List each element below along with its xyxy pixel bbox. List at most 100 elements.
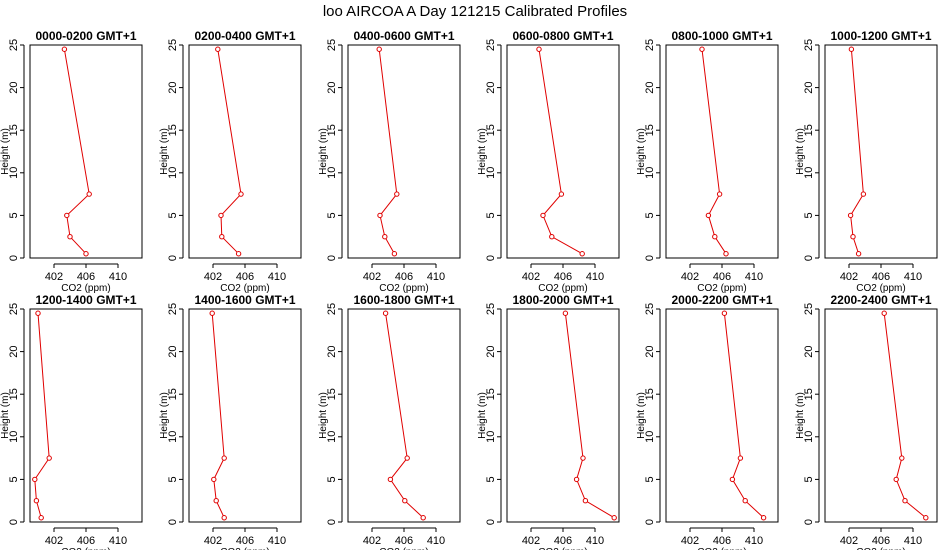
x-tick-label: 410 <box>904 271 922 283</box>
x-tick-label: 410 <box>109 271 127 283</box>
data-point <box>723 251 729 257</box>
x-tick-label: 402 <box>681 535 699 547</box>
data-point <box>83 251 89 257</box>
plot-frame <box>824 44 938 259</box>
y-tick-label: 25 <box>8 303 20 315</box>
profile-line <box>701 49 727 254</box>
data-point <box>536 46 542 52</box>
y-tick-label: 20 <box>485 81 497 93</box>
x-tick-label: 402 <box>204 271 222 283</box>
data-point <box>211 476 217 483</box>
y-axis-label: Height (m) <box>795 128 806 175</box>
x-axis-label: CO2 (ppm) <box>538 547 587 550</box>
data-point <box>881 310 887 316</box>
y-tick-label: 15 <box>8 124 20 136</box>
panel-title: 1800-2000 GMT+1 <box>512 293 613 307</box>
y-tick-label: 5 <box>8 212 20 218</box>
panel-title: 0400-0600 GMT+1 <box>353 29 454 43</box>
x-tick-label: 406 <box>77 535 95 547</box>
data-point <box>387 476 394 483</box>
data-point <box>218 212 224 219</box>
y-tick-label: 0 <box>803 255 815 261</box>
y-tick-label: 25 <box>644 39 656 51</box>
y-tick-label: 5 <box>803 476 815 482</box>
y-tick-label: 20 <box>803 345 815 357</box>
data-point <box>712 234 718 240</box>
plot-frame <box>665 308 779 523</box>
x-axis-label: CO2 (ppm) <box>856 547 905 550</box>
panel-title: 0800-1000 GMT+1 <box>671 29 772 43</box>
y-tick-label: 10 <box>326 167 338 179</box>
x-tick-label: 402 <box>840 535 858 547</box>
y-tick-label: 5 <box>326 476 338 482</box>
x-tick-label: 402 <box>840 271 858 283</box>
y-tick-label: 5 <box>485 476 497 482</box>
data-point <box>562 310 569 316</box>
y-tick-label: 25 <box>803 39 815 51</box>
data-point <box>760 515 767 521</box>
y-tick-label: 0 <box>485 519 497 525</box>
y-tick-label: 0 <box>644 255 656 261</box>
y-axis-label: Height (m) <box>636 128 647 175</box>
data-point <box>376 46 382 52</box>
data-point <box>221 515 227 521</box>
y-axis-label: Height (m) <box>159 392 170 439</box>
data-point <box>32 476 38 483</box>
x-tick-label: 410 <box>109 535 127 547</box>
x-tick-label: 406 <box>395 535 413 547</box>
y-tick-label: 25 <box>326 303 338 315</box>
y-tick-label: 10 <box>644 167 656 179</box>
panel-title: 2000-2200 GMT+1 <box>671 293 772 307</box>
x-axis-label: CO2 (ppm) <box>379 547 428 550</box>
data-point <box>860 191 867 197</box>
x-tick-label: 402 <box>681 271 699 283</box>
x-tick-label: 402 <box>363 271 381 283</box>
profile-line <box>385 313 424 519</box>
data-point <box>855 251 862 257</box>
y-tick-label: 5 <box>167 476 179 482</box>
x-tick-label: 410 <box>427 535 445 547</box>
data-point <box>382 234 388 240</box>
y-tick-label: 20 <box>326 345 338 357</box>
plot-frame <box>188 44 302 259</box>
y-tick-label: 10 <box>8 431 20 443</box>
y-tick-label: 10 <box>8 167 20 179</box>
y-axis-label: Height (m) <box>0 392 11 439</box>
data-point <box>61 46 68 52</box>
y-tick-label: 0 <box>167 255 179 261</box>
y-tick-label: 15 <box>167 388 179 400</box>
y-tick-label: 10 <box>326 431 338 443</box>
y-tick-label: 25 <box>8 39 20 51</box>
y-tick-label: 5 <box>644 212 656 218</box>
x-tick-label: 402 <box>45 271 63 283</box>
x-tick-label: 402 <box>522 271 540 283</box>
x-tick-label: 406 <box>872 535 890 547</box>
y-tick-label: 20 <box>485 345 497 357</box>
y-tick-label: 15 <box>485 388 497 400</box>
profile-line <box>211 313 225 518</box>
x-tick-label: 406 <box>236 271 254 283</box>
data-point <box>893 476 899 483</box>
data-point <box>377 212 383 219</box>
y-tick-label: 15 <box>485 124 497 136</box>
data-point <box>219 234 225 240</box>
x-tick-label: 406 <box>713 535 731 547</box>
y-axis-label: Height (m) <box>0 128 11 175</box>
x-axis-label: CO2 (ppm) <box>61 547 110 550</box>
y-tick-label: 10 <box>803 167 815 179</box>
x-tick-label: 410 <box>427 271 445 283</box>
y-tick-label: 10 <box>485 167 497 179</box>
plot-frame <box>29 44 143 259</box>
y-tick-label: 25 <box>485 303 497 315</box>
data-point <box>716 191 723 197</box>
y-tick-label: 0 <box>8 255 20 261</box>
